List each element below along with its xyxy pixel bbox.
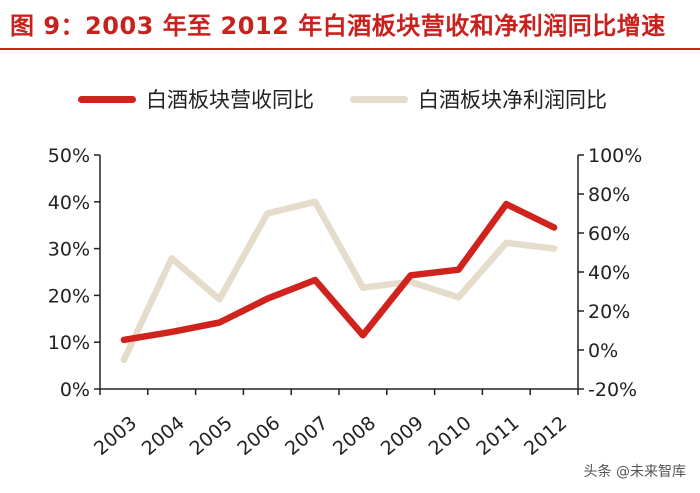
y-right-tick-label: 80% xyxy=(588,184,630,206)
y-left-tick-label: 0% xyxy=(60,379,90,401)
x-tick-label: 2004 xyxy=(138,412,189,460)
y-left-tick-label: 30% xyxy=(48,239,90,261)
y-right-tick-label: 40% xyxy=(588,262,630,284)
x-tick-label: 2008 xyxy=(329,412,380,460)
y-right-tick-label: -20% xyxy=(588,379,637,401)
y-right-tick-label: 20% xyxy=(588,301,630,323)
y-right-tick-label: 100% xyxy=(588,145,642,167)
legend-swatch-revenue xyxy=(78,95,136,103)
title-divider xyxy=(0,48,700,50)
x-tick-label: 2011 xyxy=(472,412,523,460)
x-tick-label: 2007 xyxy=(281,412,332,460)
chart-title: 图 9：2003 年至 2012 年白酒板块营收和净利润同比增速 xyxy=(10,12,666,40)
y-left-tick-label: 10% xyxy=(48,332,90,354)
x-tick-label: 2010 xyxy=(425,412,476,460)
series-line-revenue xyxy=(120,200,558,344)
x-tick-label: 2012 xyxy=(520,412,571,460)
series-line-profit xyxy=(120,198,558,364)
legend-swatch-profit xyxy=(350,95,408,103)
watermark: 头条 @未来智库 xyxy=(583,464,686,480)
legend-label-profit: 白酒板块净利润同比 xyxy=(418,88,607,112)
legend-item-revenue: 白酒板块营收同比 xyxy=(78,84,314,114)
legend: 白酒板块营收同比 白酒板块净利润同比 xyxy=(78,84,643,114)
y-left-tick-label: 40% xyxy=(48,192,90,214)
x-tick-label: 2003 xyxy=(90,412,141,460)
x-tick-label: 2006 xyxy=(233,412,284,460)
legend-label-revenue: 白酒板块营收同比 xyxy=(146,88,314,112)
y-left-tick-label: 20% xyxy=(48,285,90,307)
y-right-tick-label: 0% xyxy=(588,340,618,362)
legend-item-profit: 白酒板块净利润同比 xyxy=(350,84,607,114)
y-left-tick-label: 50% xyxy=(48,145,90,167)
y-right-tick-label: 60% xyxy=(588,223,630,245)
x-tick-label: 2009 xyxy=(377,412,428,460)
x-tick-label: 2005 xyxy=(186,412,237,460)
